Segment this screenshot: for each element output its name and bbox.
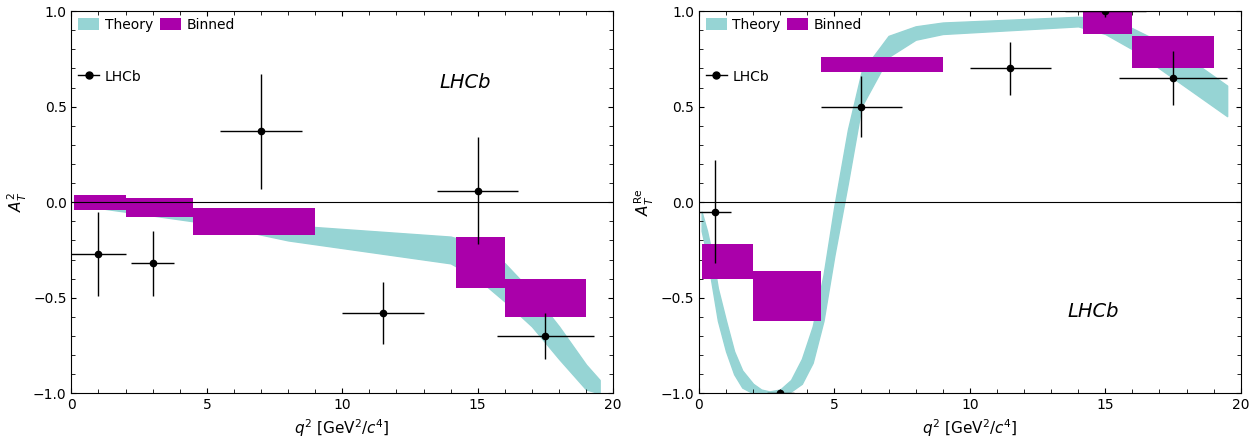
Y-axis label: $A_T^{\mathrm{Re}}$: $A_T^{\mathrm{Re}}$: [633, 188, 656, 216]
Y-axis label: $A_T^2$: $A_T^2$: [5, 192, 29, 212]
Bar: [505, 279, 586, 317]
Text: LHCb: LHCb: [1067, 302, 1118, 321]
Bar: [126, 198, 193, 218]
X-axis label: $q^2$ [GeV$^2$/$c^4$]: $q^2$ [GeV$^2$/$c^4$]: [922, 418, 1018, 440]
Legend: LHCb: LHCb: [703, 67, 772, 86]
Text: LHCb: LHCb: [439, 73, 491, 92]
X-axis label: $q^2$ [GeV$^2$/$c^4$]: $q^2$ [GeV$^2$/$c^4$]: [295, 418, 390, 440]
Bar: [1083, 11, 1132, 34]
Bar: [456, 237, 505, 288]
Bar: [1132, 36, 1214, 69]
Legend: LHCb: LHCb: [75, 67, 144, 86]
Bar: [702, 244, 753, 279]
Bar: [753, 271, 821, 321]
Bar: [74, 194, 126, 210]
Bar: [821, 57, 943, 72]
Bar: [193, 208, 315, 235]
